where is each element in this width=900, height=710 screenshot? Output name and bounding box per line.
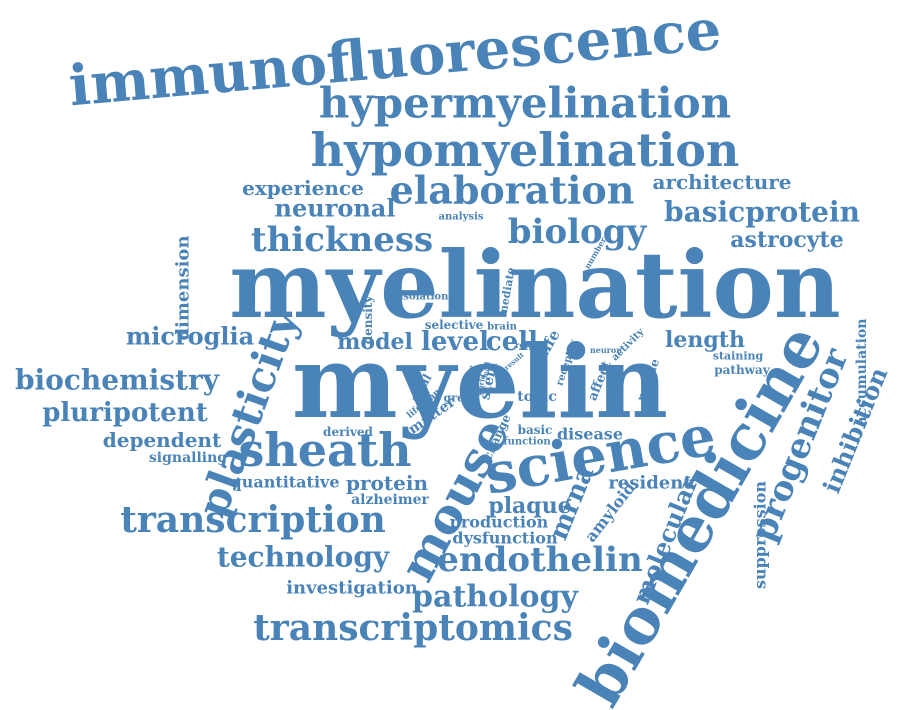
cloud-word-density: density <box>361 295 375 345</box>
cloud-word-dependent: dependent <box>103 428 222 452</box>
cloud-word-production: production <box>450 513 549 532</box>
cloud-word-neuron: neuron <box>590 345 622 355</box>
cloud-word-grey: grey <box>444 392 471 405</box>
cloud-word-accumulation: accumulation <box>854 319 870 426</box>
cloud-word-signalling: signalling <box>149 450 227 466</box>
cloud-word-astrocyte: astrocyte <box>730 227 843 253</box>
cloud-word-dysfunction: dysfunction <box>452 529 558 548</box>
cloud-word-lead: lead <box>480 361 492 379</box>
cloud-word-world: world <box>474 373 487 397</box>
cloud-word-pluripotent: pluripotent <box>42 398 208 428</box>
cloud-word-quantitative: quantitative <box>231 473 340 492</box>
cloud-word-transcription: transcription <box>120 499 386 541</box>
cloud-word-basic: basic <box>518 423 553 437</box>
cloud-word-level: level <box>421 327 489 357</box>
cloud-word-pathology: pathology <box>412 580 579 615</box>
cloud-word-microglia: microglia <box>126 322 254 351</box>
cloud-word-selective: selective <box>425 318 484 332</box>
cloud-word-protein: protein <box>346 471 428 495</box>
cloud-word-function: function <box>503 437 551 448</box>
cloud-word-pathway: pathway <box>714 363 771 377</box>
cloud-word-resident: resident <box>608 473 692 494</box>
cloud-word-suppression: suppression <box>751 481 770 589</box>
cloud-word-isolation: isolation <box>400 292 449 303</box>
cloud-word-analysis: analysis <box>439 212 484 223</box>
cloud-word-dimension: dimension <box>173 235 194 340</box>
cloud-word-hypermyelination: hypermyelination <box>319 79 731 128</box>
cloud-word-experience: experience <box>242 176 364 200</box>
cloud-word-alzheimer: alzheimer <box>351 492 429 508</box>
cloud-word-stem: stem <box>477 361 501 402</box>
cloud-word-transcriptomics: transcriptomics <box>253 607 573 649</box>
cloud-word-model: model <box>337 329 413 355</box>
cloud-word-basicprotein: basicprotein <box>664 196 860 229</box>
cloud-word-myelin: myelin <box>292 323 668 441</box>
cloud-word-brain: brain <box>487 322 518 333</box>
cloud-word-derived: derived <box>323 425 374 439</box>
cloud-word-hypomyelination: hypomyelination <box>311 123 740 177</box>
cloud-word-disease: disease <box>557 425 623 444</box>
cloud-word-biology: biology <box>508 212 648 252</box>
cloud-word-staining: staining <box>713 350 764 363</box>
cloud-word-elaboration: elaboration <box>390 168 635 213</box>
cloud-word-topic: topic <box>517 389 556 405</box>
cloud-word-plaque: plaque <box>488 493 571 519</box>
cloud-word-biochemistry: biochemistry <box>15 364 220 397</box>
cloud-word-role: role <box>515 340 533 350</box>
cloud-word-technology: technology <box>217 541 390 574</box>
cloud-word-cell: cell <box>486 327 538 357</box>
cloud-word-neuronal: neuronal <box>275 194 396 223</box>
cloud-word-thickness: thickness <box>251 220 433 260</box>
cloud-word-length: length <box>665 327 745 353</box>
cloud-word-sheath: sheath <box>238 423 411 477</box>
cloud-word-endothelin: endothelin <box>437 540 642 580</box>
cloud-word-architecture: architecture <box>653 170 792 194</box>
cloud-word-investigation: investigation <box>286 578 418 599</box>
cloud-word-myelination: myelination <box>229 231 840 339</box>
